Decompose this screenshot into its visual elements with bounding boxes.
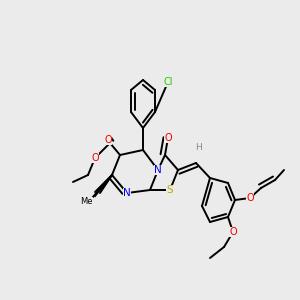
Text: S: S	[167, 185, 173, 195]
Text: Cl: Cl	[163, 77, 173, 87]
Text: O: O	[104, 135, 112, 145]
Text: H: H	[195, 143, 201, 152]
Text: N: N	[154, 165, 162, 175]
Text: O: O	[246, 193, 254, 203]
Text: O: O	[229, 227, 237, 237]
Text: N: N	[123, 188, 131, 198]
Text: O: O	[164, 133, 172, 143]
Text: Me: Me	[80, 197, 92, 206]
Text: O: O	[91, 153, 99, 163]
